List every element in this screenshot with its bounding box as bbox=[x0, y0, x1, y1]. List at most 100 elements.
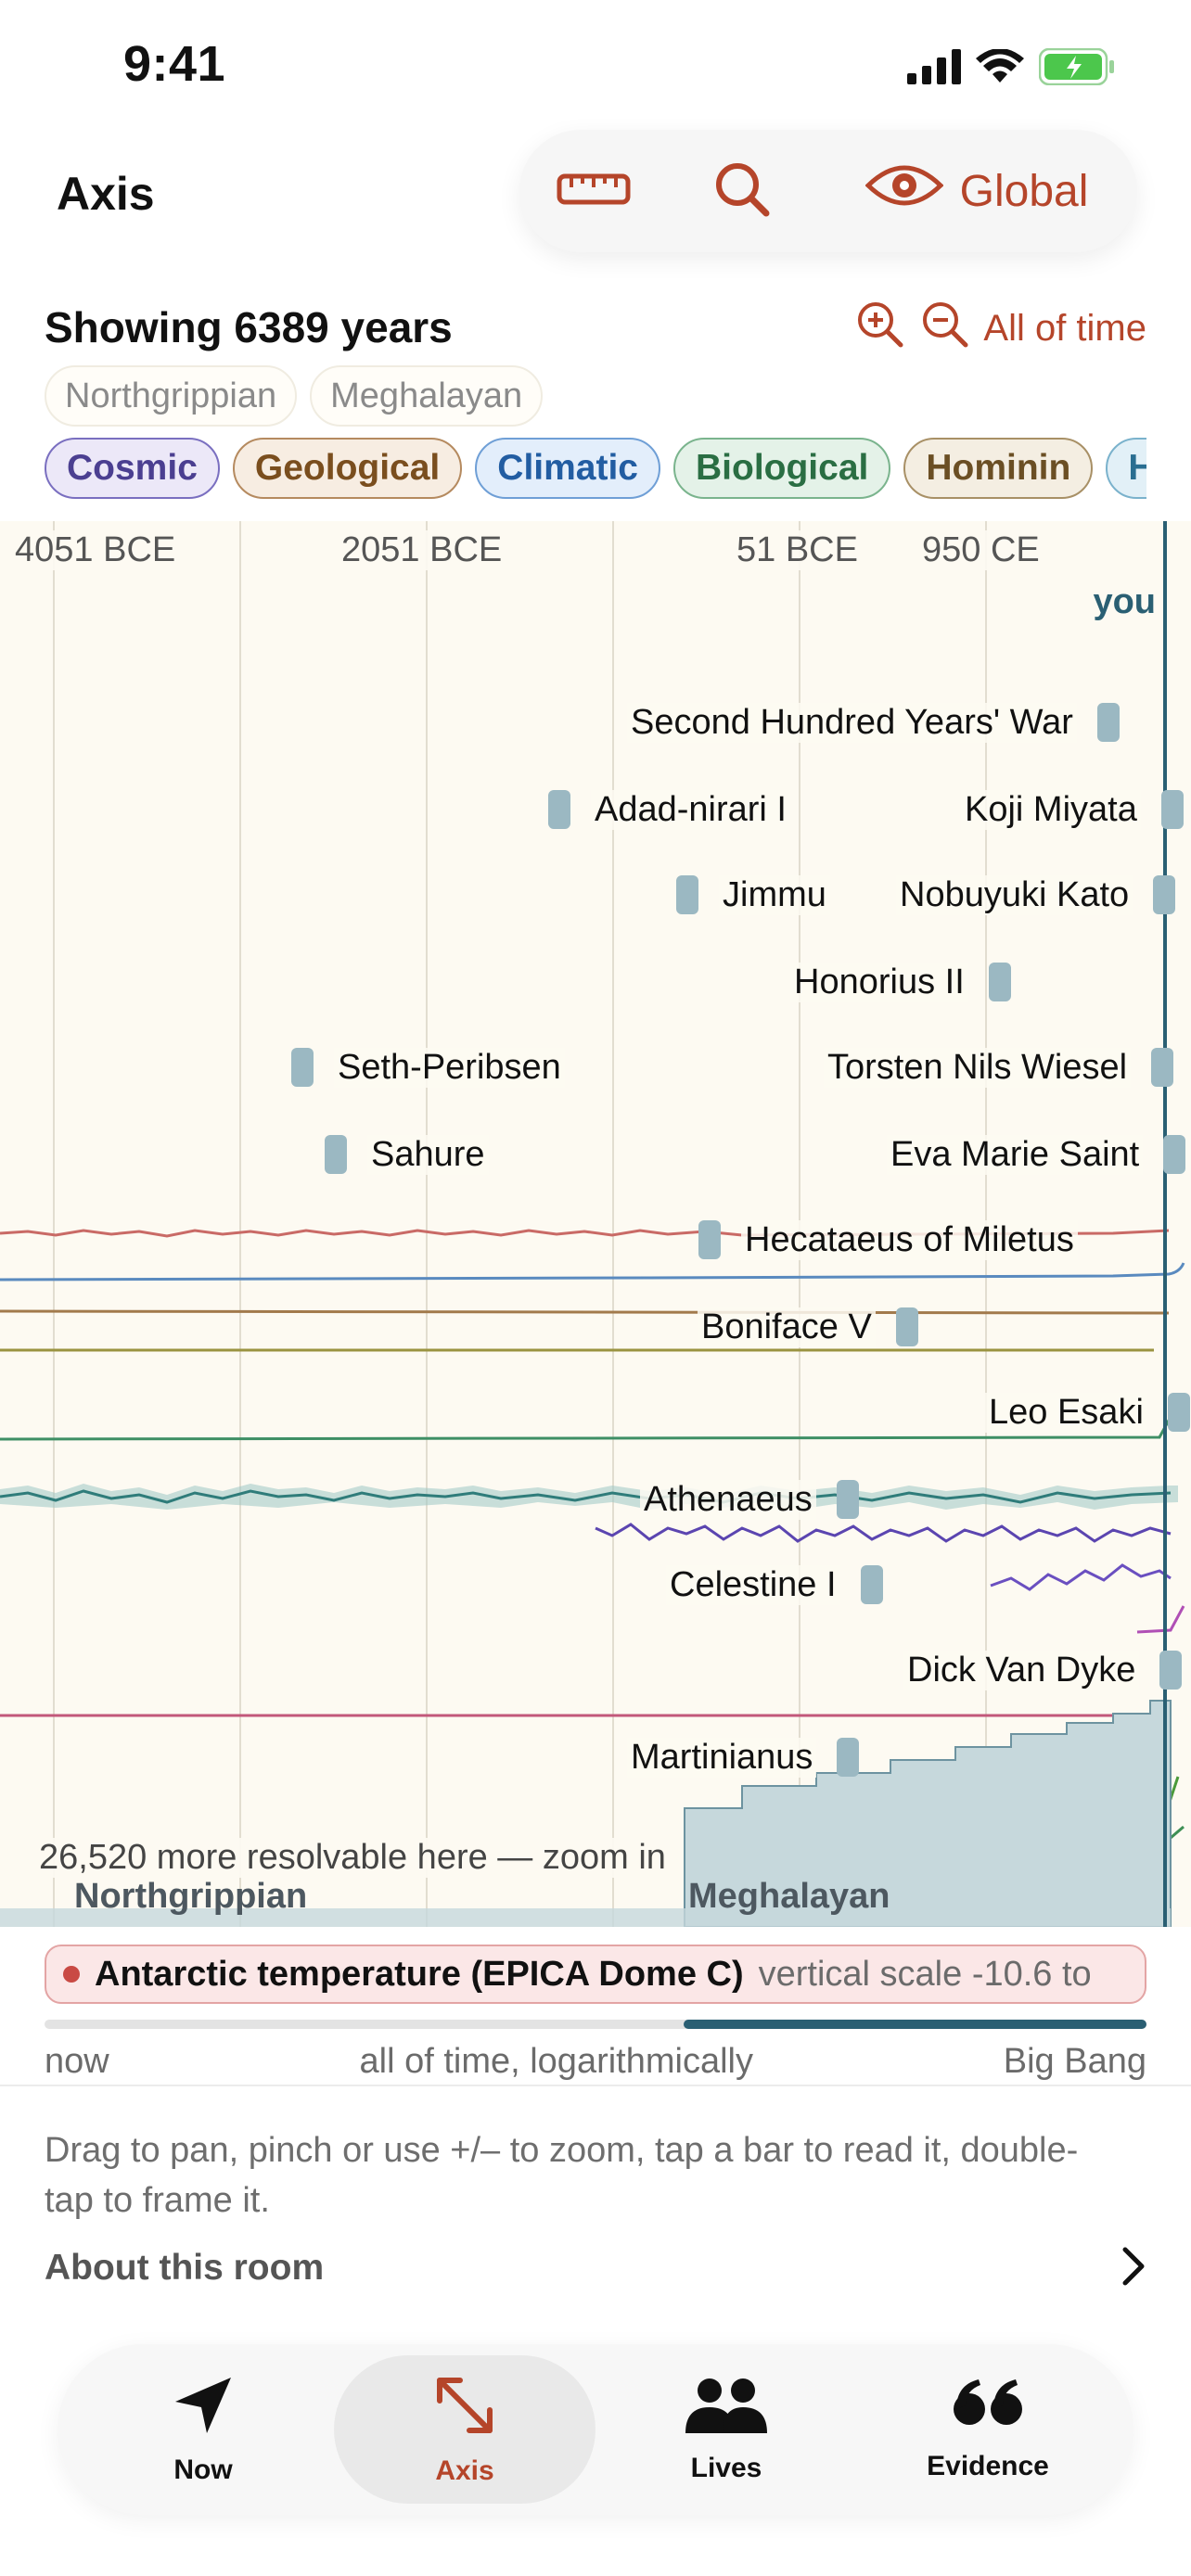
event-bar[interactable] bbox=[548, 790, 570, 829]
series-line-red bbox=[0, 1229, 1170, 1238]
log-scale-viewport[interactable] bbox=[684, 2020, 1146, 2029]
event-bar[interactable] bbox=[698, 1220, 721, 1259]
category-filters: Cosmic Geological Climatic Biological Ho… bbox=[45, 438, 1146, 499]
log-label-big-bang: Big Bang bbox=[1003, 2042, 1146, 2081]
tab-now[interactable]: Now bbox=[72, 2355, 334, 2504]
event-label: Honorius II bbox=[790, 962, 968, 1002]
divider bbox=[0, 2085, 1191, 2086]
zoom-out-icon bbox=[920, 300, 968, 357]
filter-hominin[interactable]: Hominin bbox=[903, 438, 1094, 499]
global-view-button[interactable]: Global bbox=[816, 130, 1137, 252]
event-label: Adad-nirari I bbox=[591, 789, 790, 830]
grid-lines bbox=[53, 521, 987, 1927]
event-label: Martinianus bbox=[627, 1737, 817, 1778]
event-item[interactable]: Celestine I bbox=[666, 1562, 883, 1608]
global-view-label: Global bbox=[959, 166, 1089, 216]
tab-label: Axis bbox=[435, 2455, 494, 2486]
tab-label: Evidence bbox=[927, 2450, 1049, 2481]
event-item[interactable]: Jimmu bbox=[676, 872, 830, 918]
log-label-middle: all of time, logarithmically bbox=[359, 2042, 753, 2081]
filter-biological[interactable]: Biological bbox=[673, 438, 891, 499]
event-bar[interactable] bbox=[676, 875, 698, 914]
event-bar[interactable] bbox=[988, 963, 1011, 1001]
status-time: 9:41 bbox=[123, 36, 226, 92]
event-item[interactable]: Sahure bbox=[325, 1131, 489, 1178]
wifi-icon bbox=[976, 48, 1024, 89]
event-item[interactable]: Eva Marie Saint bbox=[887, 1131, 1186, 1178]
event-bar[interactable] bbox=[291, 1048, 314, 1087]
event-bar[interactable] bbox=[1096, 703, 1120, 742]
chevron-right-icon bbox=[1121, 2246, 1146, 2291]
about-this-room-row[interactable]: About this room bbox=[45, 2242, 1146, 2294]
filter-human[interactable]: Hu bbox=[1106, 438, 1146, 499]
event-label: Eva Marie Saint bbox=[887, 1134, 1144, 1175]
status-bar: 9:41 bbox=[0, 0, 1191, 130]
event-item[interactable]: Second Hundred Years' War bbox=[627, 699, 1120, 746]
filter-climatic[interactable]: Climatic bbox=[475, 438, 660, 499]
event-bar[interactable] bbox=[860, 1565, 883, 1604]
event-item[interactable]: Torsten Nils Wiesel bbox=[824, 1044, 1174, 1090]
all-of-time-link[interactable]: All of time bbox=[983, 307, 1146, 349]
event-label: Jimmu bbox=[719, 874, 830, 915]
epoch-label-northgrippian: Northgrippian bbox=[74, 1877, 308, 1916]
event-item[interactable]: Martinianus bbox=[627, 1734, 860, 1780]
event-item[interactable]: Adad-nirari I bbox=[548, 786, 790, 833]
event-bar[interactable] bbox=[1167, 1393, 1190, 1432]
ruler-button[interactable] bbox=[519, 130, 668, 252]
ruler-icon bbox=[557, 171, 631, 212]
event-label: Torsten Nils Wiesel bbox=[824, 1047, 1132, 1088]
tick-label: 2051 BCE bbox=[336, 530, 508, 570]
event-item[interactable]: Honorius II bbox=[790, 959, 1011, 1005]
event-item[interactable]: Athenaeus bbox=[640, 1476, 859, 1523]
event-item[interactable]: Nobuyuki Kato bbox=[896, 872, 1176, 918]
event-label: Seth-Peribsen bbox=[334, 1047, 565, 1088]
timeline-graphics bbox=[0, 521, 1185, 1927]
event-bar[interactable] bbox=[836, 1480, 859, 1519]
tick-label: 51 BCE bbox=[731, 530, 864, 570]
event-item[interactable]: Hecataeus of Miletus bbox=[698, 1217, 1078, 1263]
filter-geological[interactable]: Geological bbox=[232, 438, 463, 499]
epoch-chip-northgrippian[interactable]: Northgrippian bbox=[45, 365, 298, 427]
epoch-chip-meghalayan[interactable]: Meghalayan bbox=[310, 365, 544, 427]
event-item[interactable]: Koji Miyata bbox=[961, 786, 1184, 833]
showing-years: Showing 6389 years bbox=[45, 303, 453, 351]
series-step-area bbox=[684, 1700, 1172, 1927]
toolbar: Global bbox=[519, 130, 1137, 252]
event-bar[interactable] bbox=[325, 1135, 347, 1174]
event-bar[interactable] bbox=[1153, 875, 1176, 914]
event-label: Sahure bbox=[367, 1134, 489, 1175]
event-label: Athenaeus bbox=[640, 1479, 816, 1520]
header: Axis Global bbox=[0, 130, 1191, 269]
event-item[interactable]: Boniface V bbox=[698, 1304, 918, 1350]
tab-axis[interactable]: Axis bbox=[334, 2355, 596, 2504]
event-label: Boniface V bbox=[698, 1307, 876, 1347]
tab-bar: Now Axis Lives Evidence bbox=[58, 2344, 1133, 2515]
event-bar[interactable] bbox=[1151, 1048, 1174, 1087]
event-label: Dick Van Dyke bbox=[903, 1650, 1140, 1690]
log-scale-track[interactable] bbox=[45, 2020, 1146, 2029]
event-bar[interactable] bbox=[1160, 790, 1184, 829]
series-legend-chip[interactable]: Antarctic temperature (EPICA Dome C) ver… bbox=[45, 1945, 1146, 2004]
zoom-in-button[interactable] bbox=[853, 302, 905, 354]
event-item[interactable]: Leo Esaki bbox=[985, 1389, 1190, 1435]
tab-evidence[interactable]: Evidence bbox=[857, 2355, 1119, 2504]
event-item[interactable]: Dick Van Dyke bbox=[903, 1647, 1183, 1693]
event-bar[interactable] bbox=[1163, 1135, 1186, 1174]
page-title: Axis bbox=[57, 168, 155, 220]
event-bar[interactable] bbox=[1159, 1651, 1183, 1690]
tab-lives[interactable]: Lives bbox=[596, 2355, 857, 2504]
epoch-label-meghalayan: Meghalayan bbox=[688, 1877, 890, 1916]
event-label: Nobuyuki Kato bbox=[896, 874, 1133, 915]
event-label: Second Hundred Years' War bbox=[627, 702, 1077, 743]
zoom-controls: All of time bbox=[853, 302, 1146, 354]
filter-cosmic[interactable]: Cosmic bbox=[45, 438, 220, 499]
event-bar[interactable] bbox=[895, 1307, 918, 1346]
zoom-in-icon bbox=[855, 300, 903, 357]
tick-label: 950 CE bbox=[916, 530, 1045, 570]
series-scale: vertical scale -10.6 to bbox=[758, 1954, 1092, 1994]
event-item[interactable]: Seth-Peribsen bbox=[291, 1044, 565, 1090]
zoom-out-button[interactable] bbox=[918, 302, 970, 354]
search-button[interactable] bbox=[668, 130, 816, 252]
timeline-canvas[interactable]: 4051 BCE 2051 BCE 51 BCE 950 CE you Seco… bbox=[0, 521, 1191, 1927]
event-bar[interactable] bbox=[837, 1738, 860, 1777]
